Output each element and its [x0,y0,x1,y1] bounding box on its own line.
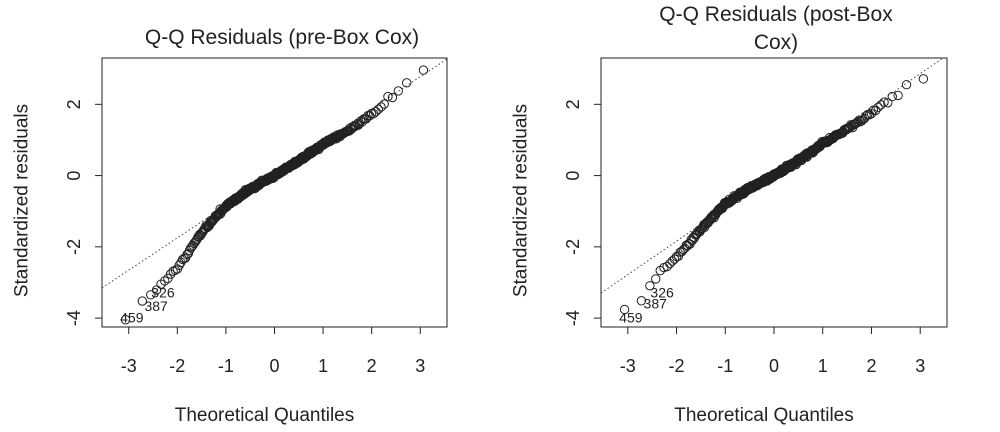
qq-point [636,296,647,306]
qq-point [373,104,384,115]
y-tick-label: -4 [64,310,84,326]
x-tick-label: -3 [121,356,137,376]
qq-point [918,74,929,84]
qq-point [876,100,886,110]
x-tick-label: -3 [620,356,636,376]
chart-title: Q-Q Residuals (post-Box [659,3,893,26]
y-tick-label: -4 [563,310,583,326]
qq-point [387,92,398,103]
y-tick-label: 2 [563,99,583,109]
y-axis-label: Standardized residuals [511,104,532,297]
qq-point [619,304,630,315]
qq-point [137,296,148,306]
outlier-label: 459 [120,309,144,325]
outlier-label: 326 [650,284,674,300]
qq-point [645,281,655,291]
qq-point [651,274,661,284]
x-tick-label: 1 [818,356,828,376]
qq-point [393,86,403,96]
outlier-label: 387 [644,296,668,312]
qq-point [151,285,162,295]
x-tick-label: 2 [367,356,377,376]
x-tick-label: -1 [218,356,234,376]
chart-title: Q-Q Residuals (pre-Box Cox) [145,26,419,49]
qq-point [383,91,393,102]
y-tick-label: -2 [64,239,84,255]
x-tick-label: -1 [717,356,733,376]
qq-point [418,65,429,75]
outlier-label: 326 [151,284,175,300]
outlier-label: 387 [144,298,168,314]
qq-point [160,276,170,286]
qq-point [893,90,903,101]
qq-point [870,105,881,116]
x-tick-label: 3 [915,356,925,376]
chart-title: Cox) [754,31,798,54]
qq-point [677,246,687,257]
qq-point [376,102,386,112]
x-tick-label: 2 [866,356,876,376]
qq-point [879,97,889,107]
y-tick-label: 0 [64,171,84,181]
qq-panel-1: Q-Q Residuals (pre-Box Cox) -3 -2 -1 0 1 2 3 -4 -… [12,26,448,426]
qq-point [662,261,672,272]
qq-point [401,78,412,88]
x-tick-label: 3 [415,356,425,376]
x-axis-label: Theoretical Quantiles [674,405,854,426]
qq-point [379,99,389,109]
outlier-label: 459 [619,309,643,325]
qq-point [174,260,184,270]
qq-point [371,106,381,117]
qq-point [120,315,131,325]
qq-points [120,65,429,325]
qq-panel-2: Q-Q Residuals (post-Box Cox) -3 -2 -1 0 1 2 3 -4 -… [511,3,948,426]
x-tick-label: 1 [318,356,328,376]
x-tick-label: 0 [269,356,279,376]
x-tick-label: 0 [769,356,779,376]
x-tick-label: -2 [169,356,185,376]
qq-point [851,118,861,129]
qq-reference-line [102,58,447,289]
y-tick-label: 2 [64,99,84,109]
qq-point [901,79,912,90]
qq-point [873,102,883,112]
qq-points [619,74,929,315]
y-tick-label: -2 [563,239,583,255]
qq-point [887,91,897,102]
x-axis-label: Theoretical Quantiles [175,405,355,426]
qq-point [883,98,893,108]
y-axis-label: Standardized residuals [12,104,33,297]
x-tick-label: -2 [669,356,685,376]
qq-point [146,290,156,300]
y-tick-label: 0 [563,171,583,181]
